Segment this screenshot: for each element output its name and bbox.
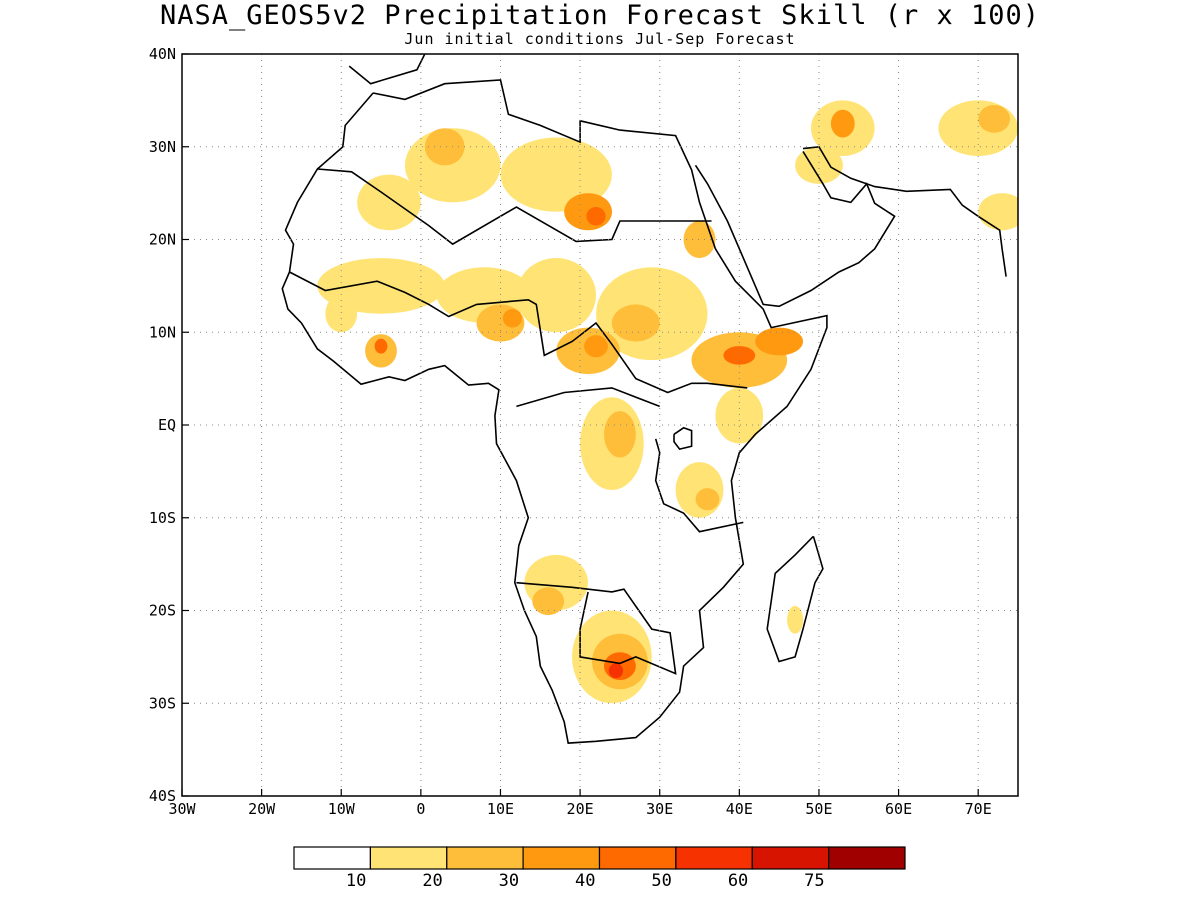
mediterranean-north-coast	[348, 54, 427, 85]
colorbar-swatch	[827, 846, 906, 870]
lon-tick-label: 20W	[248, 800, 276, 818]
skill-region-2	[357, 174, 421, 231]
skill-region-20	[755, 327, 803, 356]
colorbar-label: 60	[728, 871, 748, 891]
skill-region-19	[723, 346, 756, 365]
southern-border-1	[516, 581, 677, 675]
lon-tick-label: 30W	[168, 800, 196, 818]
sahara-border-1	[317, 168, 712, 246]
lat-tick-label: 10S	[149, 509, 176, 527]
skill-region-38	[795, 146, 843, 184]
skill-region-31	[608, 663, 624, 679]
skill-region-5	[586, 207, 606, 226]
colorbar-label: 50	[651, 871, 671, 891]
arabia-coastline	[694, 150, 896, 308]
skill-region-17	[683, 220, 716, 259]
skill-region-16	[584, 335, 608, 358]
skill-region-23	[604, 411, 636, 458]
lon-tick-label: 50E	[805, 800, 832, 818]
asia-coastline	[802, 145, 1007, 277]
colorbar-label: 75	[804, 871, 824, 891]
sahel-border-1	[289, 271, 748, 394]
skill-region-3	[500, 137, 612, 212]
axis-ticks: 30W 20W 10W 0 10E 20E 30E 40E 50E 60E 70E 40N 30N 20N…	[149, 45, 992, 818]
east-border-1	[654, 438, 744, 533]
lat-tick-label: 40N	[149, 45, 176, 63]
colorbar-swatch	[598, 846, 677, 870]
lon-tick-label: 10W	[328, 800, 356, 818]
skill-region-12	[516, 258, 596, 333]
skill-region-39	[325, 295, 358, 333]
skill-region-25	[695, 488, 720, 511]
coastline-layer	[281, 54, 1007, 744]
colorbar-swatch	[446, 846, 524, 870]
lat-tick-label: 20S	[149, 602, 176, 620]
lon-tick-label: 20E	[567, 800, 594, 818]
lon-tick-label: 0	[416, 800, 425, 818]
madagascar-coastline	[766, 535, 824, 663]
skill-region-1	[424, 128, 465, 166]
lat-tick-label: 40S	[149, 787, 176, 805]
skill-region-11	[374, 338, 388, 354]
lat-tick-label: 10N	[149, 323, 176, 341]
skill-region-9	[502, 309, 522, 328]
grid-lines	[182, 54, 1018, 796]
colorbar-swatch	[293, 846, 372, 870]
africa-coastline	[281, 79, 828, 744]
chart-subtitle: Jun initial conditions Jul-Sep Forecast	[404, 30, 796, 48]
lake-victoria	[673, 426, 693, 450]
lon-tick-label: 40E	[726, 800, 753, 818]
central-border-1	[516, 387, 660, 408]
skill-region-34	[830, 109, 855, 138]
lat-tick-label: EQ	[158, 416, 176, 434]
lon-tick-label: 30E	[646, 800, 673, 818]
colorbar-swatch	[369, 846, 448, 870]
skill-region-32	[787, 605, 804, 634]
skill-region-24	[675, 462, 724, 518]
lat-tick-label: 20N	[149, 231, 176, 249]
colorbar-label: 20	[422, 871, 442, 891]
lat-tick-label: 30S	[149, 694, 176, 712]
colorbar-label: 40	[575, 871, 595, 891]
colorbar-label: 10	[346, 871, 366, 891]
colorbar-swatch	[675, 846, 753, 870]
chart-title: NASA_GEOS5v2 Precipitation Forecast Skil…	[159, 0, 1041, 31]
skill-region-37	[978, 193, 1018, 231]
colorbar-swatch	[522, 846, 601, 870]
lon-tick-label: 60E	[885, 800, 912, 818]
skill-region-21	[715, 387, 764, 444]
lon-tick-label: 10E	[487, 800, 514, 818]
skill-region-27	[532, 587, 565, 616]
lat-tick-label: 30N	[149, 138, 176, 156]
skill-region-14	[611, 304, 660, 342]
colorbar: 10 20 30 40 50 60 75	[293, 846, 906, 891]
lon-tick-label: 70E	[965, 800, 992, 818]
skill-region-36	[978, 105, 1010, 133]
colorbar-swatch	[751, 846, 830, 870]
colorbar-label: 30	[499, 871, 519, 891]
